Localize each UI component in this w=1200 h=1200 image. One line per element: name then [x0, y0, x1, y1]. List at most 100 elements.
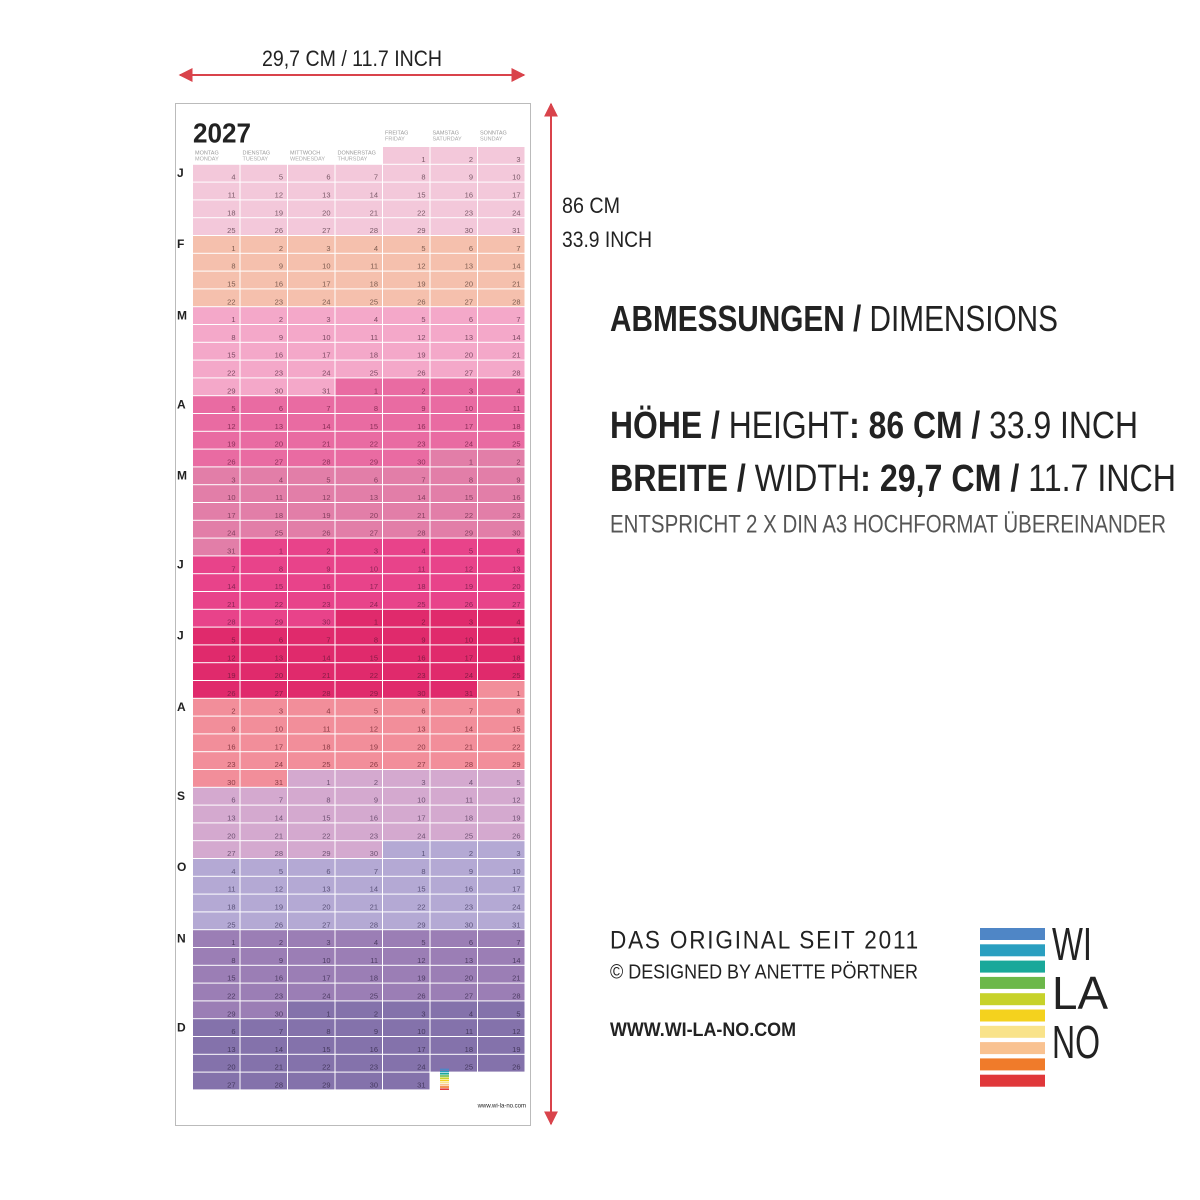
day-number: 30	[417, 457, 425, 466]
day-number: 5	[326, 475, 330, 484]
day-number: 18	[227, 208, 235, 217]
day-number: 2	[374, 1009, 378, 1018]
day-number: 12	[275, 885, 283, 894]
day-cell	[193, 627, 240, 645]
day-cell	[288, 592, 335, 609]
day-number: 16	[465, 885, 473, 894]
day-number: 19	[370, 742, 378, 751]
day-number: 12	[512, 796, 520, 805]
day-number: 5	[374, 707, 378, 716]
day-cell	[383, 930, 430, 947]
day-cell	[240, 1001, 287, 1019]
day-number: 24	[465, 440, 473, 449]
day-number: 25	[465, 831, 473, 840]
text-part: HÖHE /	[610, 404, 720, 447]
day-cell	[335, 592, 382, 609]
day-cell	[240, 271, 287, 289]
day-number: 13	[227, 1045, 235, 1054]
day-number: 18	[512, 422, 520, 431]
day-number: 13	[322, 190, 330, 199]
day-cell	[193, 556, 240, 574]
day-cell	[193, 467, 240, 485]
day-number: 23	[275, 297, 283, 306]
day-number: 20	[417, 742, 425, 751]
day-number: 18	[370, 351, 378, 360]
text-part: BREITE /	[610, 458, 746, 500]
logo-stripe	[980, 1074, 1045, 1087]
day-cell	[430, 930, 477, 947]
day-cell	[240, 859, 287, 876]
day-number: 31	[322, 386, 330, 395]
day-cell	[288, 1001, 335, 1019]
day-number: 25	[512, 440, 520, 449]
day-cell	[383, 378, 430, 396]
day-number: 20	[275, 440, 283, 449]
day-number: 11	[323, 724, 331, 733]
day-number: 5	[279, 867, 283, 876]
day-cell	[240, 876, 287, 894]
day-cell	[430, 520, 477, 538]
day-number: 17	[417, 813, 425, 822]
day-cell	[240, 752, 287, 769]
day-cell	[193, 681, 240, 698]
day-number: 4	[326, 707, 330, 716]
day-cell	[430, 698, 477, 716]
day-cell	[430, 503, 477, 520]
day-number: 25	[227, 920, 235, 929]
day-number: 17	[417, 1045, 425, 1054]
day-number: 17	[322, 974, 330, 983]
day-cell	[478, 876, 525, 894]
day-number: 28	[512, 368, 520, 377]
designer: © DESIGNED BY ANETTE PÖRTNER	[610, 961, 918, 983]
day-number: 13	[465, 262, 473, 271]
day-number: 11	[275, 493, 283, 502]
day-cell	[335, 538, 382, 556]
info-line: ABMESSUNGEN / DIMENSIONS	[610, 298, 1058, 339]
day-cell	[288, 609, 335, 627]
day-cell	[193, 236, 240, 253]
day-cell	[335, 894, 382, 912]
day-number: 6	[469, 315, 473, 324]
day-cell	[383, 859, 430, 876]
day-number: 28	[275, 849, 283, 858]
day-number: 1	[469, 457, 473, 466]
day-cell	[288, 770, 335, 787]
day-cell	[288, 663, 335, 680]
day-number: 7	[516, 244, 520, 253]
day-cell	[335, 503, 382, 520]
day-cell	[478, 912, 525, 930]
day-number: 20	[322, 902, 330, 911]
mini-logo-stripe	[440, 1088, 449, 1090]
day-cell	[335, 431, 382, 449]
day-number: 31	[417, 1080, 425, 1089]
day-cell	[430, 1001, 477, 1019]
day-cell	[478, 414, 525, 431]
day-number: 4	[374, 244, 378, 253]
day-cell	[478, 503, 525, 520]
day-number: 18	[370, 279, 378, 288]
day-number: 3	[421, 1009, 425, 1018]
info-line: HÖHE / HEIGHT: 86 CM / 33.9 INCH	[610, 404, 1138, 447]
day-number: 8	[469, 475, 473, 484]
day-cell	[335, 164, 382, 182]
text-part: ABMESSUNGEN /	[610, 298, 861, 339]
day-cell	[335, 912, 382, 930]
day-number: 3	[326, 938, 330, 947]
width-label: 29,7 CM / 11.7 INCH	[262, 46, 442, 71]
day-number: 13	[275, 653, 283, 662]
day-cell	[193, 520, 240, 538]
day-number: 22	[370, 440, 378, 449]
day-number: 3	[374, 546, 378, 555]
day-cell	[288, 876, 335, 894]
weekday-de: SONNTAG	[480, 130, 507, 136]
day-number: 4	[279, 475, 283, 484]
day-cell	[240, 574, 287, 591]
day-cell	[288, 894, 335, 912]
day-cell	[193, 396, 240, 413]
day-cell	[383, 592, 430, 609]
day-number: 26	[512, 1063, 520, 1072]
day-cell	[335, 253, 382, 271]
day-number: 21	[465, 742, 473, 751]
day-number: 15	[227, 351, 235, 360]
day-cell	[240, 289, 287, 307]
